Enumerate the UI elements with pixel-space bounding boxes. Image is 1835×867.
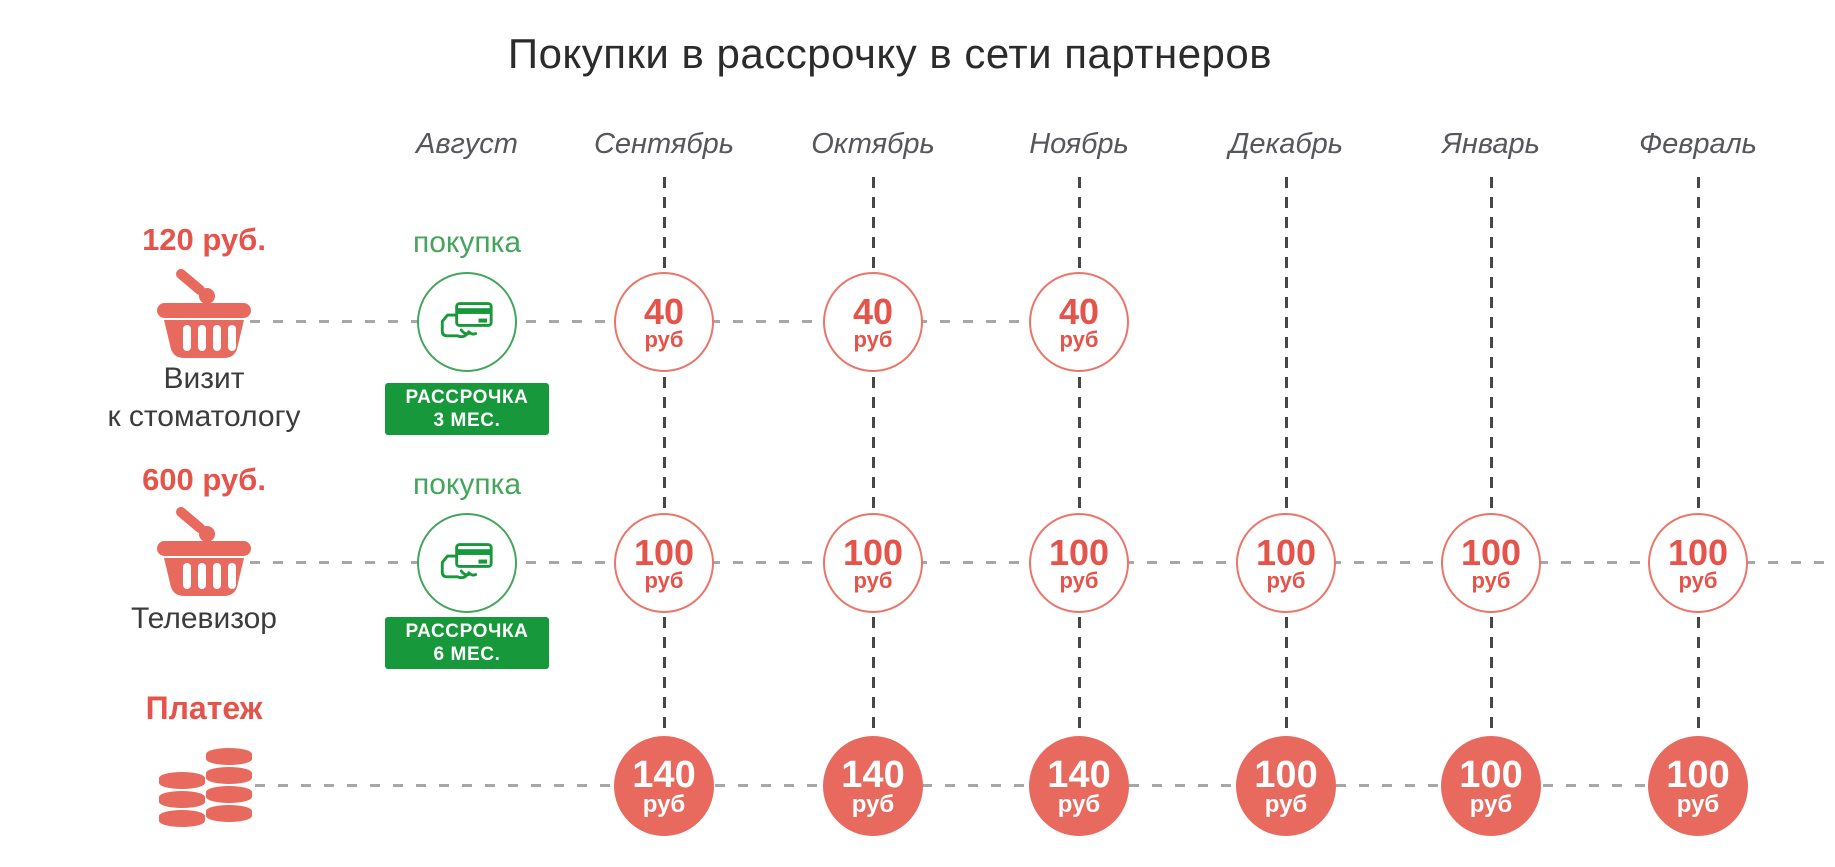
installment-circle: 40 руб	[823, 272, 923, 372]
installment-circle: 100 руб	[823, 513, 923, 613]
row-dashed-line-payment	[255, 784, 1698, 787]
installment-amount: 100	[842, 532, 904, 573]
installment-circle: 40 руб	[614, 272, 714, 372]
badge-line2: 6 МЕС.	[433, 644, 501, 665]
purchase-circle-dentist	[417, 272, 517, 372]
installment-amount: 40	[643, 291, 685, 332]
payment-unit: руб	[642, 791, 686, 818]
installment-circle: 100 руб	[614, 513, 714, 613]
month-label-january: Январь	[1442, 128, 1540, 160]
item-name-line1: Визит	[163, 362, 245, 395]
badge-line2: 3 МЕС.	[433, 410, 501, 431]
installment-amount: 40	[852, 291, 894, 332]
badge-line1: РАССРОЧКА	[405, 387, 529, 408]
payment-unit: руб	[851, 791, 895, 818]
shopping-basket-icon	[157, 507, 251, 596]
installment-circle: 100 руб	[1236, 513, 1336, 613]
month-label-november: Ноябрь	[1029, 128, 1129, 160]
month-dashed-line-november	[1078, 177, 1081, 740]
badge-line1: РАССРОЧКА	[405, 621, 529, 642]
item-name-line2: к стоматологу	[107, 400, 301, 433]
month-label-february: Февраль	[1639, 128, 1757, 160]
payment-circle: 140 руб	[823, 736, 923, 836]
installment-circle: 100 руб	[1648, 513, 1748, 613]
month-dashed-line-october	[872, 177, 875, 740]
payment-unit: руб	[1676, 791, 1720, 818]
month-dashed-line-january	[1490, 177, 1493, 740]
installment-circle: 100 руб	[1029, 513, 1129, 613]
item-name-tv: Телевизор	[24, 600, 384, 638]
payment-circle: 100 руб	[1441, 736, 1541, 836]
installment-unit: руб	[1059, 568, 1099, 593]
shopping-basket-icon	[157, 269, 251, 358]
installment-amount: 100	[1255, 532, 1317, 573]
month-label-october: Октябрь	[811, 128, 935, 160]
item-name-line1: Телевизор	[130, 602, 277, 635]
payment-amount: 100	[1666, 754, 1730, 796]
installment-amount: 100	[1667, 532, 1729, 573]
installment-unit: руб	[644, 568, 684, 593]
installment-badge-dentist: РАССРОЧКА 3 МЕС.	[385, 383, 549, 435]
card-in-hand-icon	[440, 302, 493, 339]
installment-unit: руб	[1471, 568, 1511, 593]
installment-amount: 100	[1048, 532, 1110, 573]
installment-amount: 40	[1058, 291, 1100, 332]
installment-unit: руб	[1678, 568, 1718, 593]
coins-stack-icon	[159, 748, 252, 827]
installment-amount: 100	[633, 532, 695, 573]
payment-unit: руб	[1469, 791, 1513, 818]
month-label-december: Декабрь	[1228, 128, 1344, 160]
installment-badge-tv: РАССРОЧКА 6 МЕС.	[385, 617, 549, 669]
month-dashed-line-september	[663, 177, 666, 740]
installment-circle: 40 руб	[1029, 272, 1129, 372]
purchase-label-dentist: покупка	[412, 226, 522, 259]
installment-amount: 100	[1460, 532, 1522, 573]
payment-unit: руб	[1264, 791, 1308, 818]
payment-amount: 100	[1254, 754, 1318, 796]
price-dentist: 120 руб.	[142, 222, 266, 257]
payment-circle: 100 руб	[1236, 736, 1336, 836]
purchase-circle-tv	[417, 513, 517, 613]
month-label-september: Сентябрь	[593, 128, 735, 160]
installment-unit: руб	[644, 327, 684, 352]
payment-circle: 140 руб	[1029, 736, 1129, 836]
month-label-august: Август	[416, 128, 518, 160]
payment-amount: 100	[1459, 754, 1523, 796]
payment-unit: руб	[1057, 791, 1101, 818]
installment-circle: 100 руб	[1441, 513, 1541, 613]
card-in-hand-icon	[440, 543, 493, 580]
installment-unit: руб	[853, 568, 893, 593]
payment-amount: 140	[632, 754, 696, 796]
page-title: Покупки в рассрочку в сети партнеров	[507, 30, 1273, 77]
price-tv: 600 руб.	[142, 462, 266, 497]
purchase-label-tv: покупка	[412, 468, 522, 501]
installment-unit: руб	[1059, 327, 1099, 352]
payment-circle: 100 руб	[1648, 736, 1748, 836]
payment-amount: 140	[1047, 754, 1111, 796]
installment-unit: руб	[1266, 568, 1306, 593]
payment-amount: 140	[841, 754, 905, 796]
payment-circle: 140 руб	[614, 736, 714, 836]
item-name-dentist: Визит к стоматологу	[24, 360, 384, 436]
payment-row-label: Платеж	[145, 690, 263, 726]
month-dashed-line-february	[1697, 177, 1700, 740]
month-dashed-line-december	[1285, 177, 1288, 740]
installment-unit: руб	[853, 327, 893, 352]
